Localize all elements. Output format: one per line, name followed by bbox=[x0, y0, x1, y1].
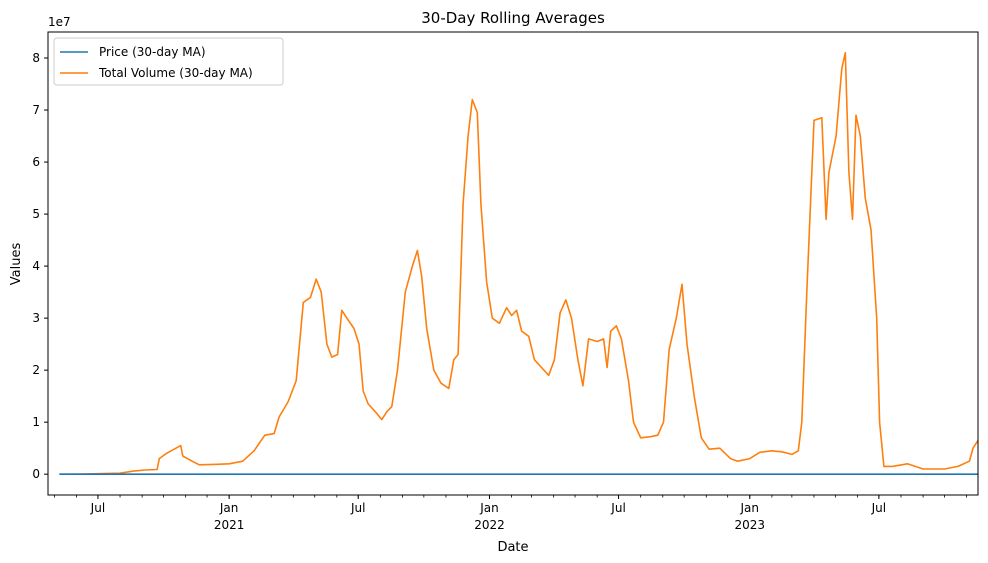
plot-area bbox=[47, 31, 979, 496]
axes-frame bbox=[48, 32, 978, 495]
y-axis-label: Values bbox=[9, 243, 24, 286]
chart-title: 30-Day Rolling Averages bbox=[421, 9, 605, 27]
series-layer bbox=[59, 52, 979, 475]
x-axis: Jul Jan 2021 Jul Jan 2022 Jul Jan 2023 Jul bbox=[54, 495, 967, 532]
y-tick-label: 2 bbox=[32, 363, 40, 377]
x-axis-label: Date bbox=[497, 540, 528, 555]
x-tick-label: Jan bbox=[479, 501, 499, 515]
legend-label: Price (30-day MA) bbox=[99, 45, 206, 59]
x-tick-year-label: 2022 bbox=[474, 518, 505, 532]
y-tick-label: 1 bbox=[32, 415, 40, 429]
y-tick-label: 0 bbox=[32, 467, 40, 481]
x-tick-year-label: 2023 bbox=[735, 518, 766, 532]
x-tick-label: Jan bbox=[740, 501, 760, 515]
x-tick-label: Jan bbox=[219, 501, 239, 515]
x-tick-label: Jul bbox=[610, 501, 625, 515]
y-tick-label: 6 bbox=[32, 155, 40, 169]
y-axis: 0 1 2 3 4 5 6 7 8 bbox=[32, 51, 48, 481]
y-tick-label: 3 bbox=[32, 311, 40, 325]
x-tick-label: Jul bbox=[90, 501, 105, 515]
x-tick-label: Jul bbox=[871, 501, 886, 515]
y-tick-label: 5 bbox=[32, 207, 40, 221]
axes-border bbox=[47, 31, 979, 496]
legend-box bbox=[53, 37, 284, 86]
legend: Price (30-day MA) Total Volume (30-day MA… bbox=[53, 37, 284, 86]
y-tick-label: 8 bbox=[32, 51, 40, 65]
series-line-1 bbox=[59, 52, 979, 475]
y-tick-label: 4 bbox=[32, 259, 40, 273]
x-tick-label: Jul bbox=[350, 501, 365, 515]
legend-label: Total Volume (30-day MA) bbox=[98, 66, 253, 80]
y-tick-label: 7 bbox=[32, 103, 40, 117]
y-offset-label: 1e7 bbox=[48, 15, 71, 29]
x-tick-year-label: 2021 bbox=[214, 518, 245, 532]
